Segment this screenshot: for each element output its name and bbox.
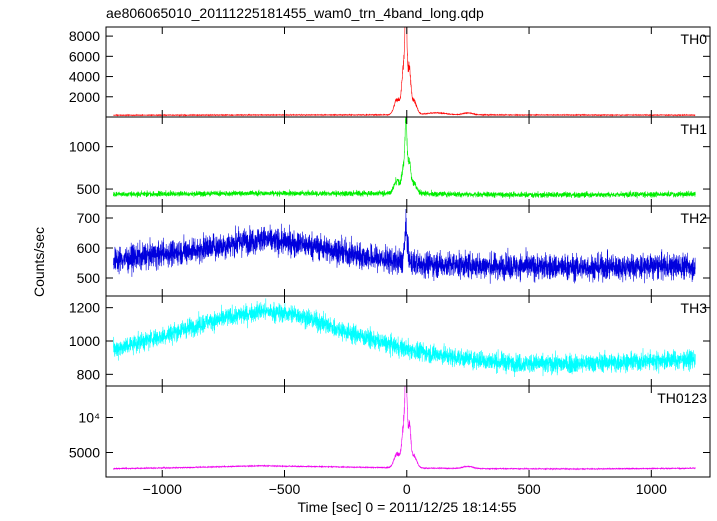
panel-frame	[105, 385, 711, 478]
panel-th0123: TH0123 5000 10⁴	[69, 385, 711, 478]
y-tick-label: 1000	[69, 139, 100, 155]
y-tick-label: 1000	[69, 333, 100, 349]
panel-label-th1: TH1	[681, 121, 708, 137]
y-tick-label: 800	[77, 366, 101, 382]
y-axis-label: Counts/sec	[31, 227, 47, 297]
panel-label-th3: TH3	[681, 300, 708, 316]
series-th0123	[113, 386, 696, 471]
x-tick-label: 500	[517, 481, 541, 497]
y-tick-label: 500	[77, 270, 101, 286]
panel-th3: TH3 800 1000 1200	[69, 295, 711, 387]
y-tick-label: 600	[77, 240, 101, 256]
chart-title: ae806065010_20111225181455_wam0_trn_4ban…	[106, 5, 484, 21]
y-tick-label: 5000	[69, 445, 100, 461]
y-tick-label: 6000	[69, 48, 100, 64]
y-tick-label: 2000	[69, 89, 100, 105]
panel-label-th2: TH2	[681, 210, 708, 226]
series-th1	[113, 117, 696, 199]
y-tick-label: 500	[77, 181, 101, 197]
y-tick-label: 4000	[69, 69, 100, 85]
x-tick-label: −500	[269, 481, 301, 497]
y-tick-label: 8000	[69, 28, 100, 44]
y-tick-label: 700	[77, 210, 101, 226]
y-tick-label: 1200	[69, 300, 100, 316]
series-th0	[113, 27, 696, 117]
x-tick-label: 1000	[636, 481, 667, 497]
series-th2	[113, 208, 696, 284]
panels-layer: TH02000400060008000TH15001000TH250060070…	[69, 26, 711, 497]
panel-th1: TH1 500 1000	[69, 116, 711, 207]
y-tick-label: 10⁴	[78, 410, 100, 426]
panel-label-th0: TH0	[681, 31, 708, 47]
x-tick-label: 0	[403, 481, 411, 497]
x-axis-label: Time [sec] 0 = 2011/12/25 18:14:55	[297, 499, 516, 515]
panel-label-th0123: TH0123	[657, 390, 707, 406]
series-th3	[113, 298, 696, 378]
x-tick-label: −1000	[143, 481, 183, 497]
panel-th2: TH2 500 600 700	[77, 205, 711, 297]
